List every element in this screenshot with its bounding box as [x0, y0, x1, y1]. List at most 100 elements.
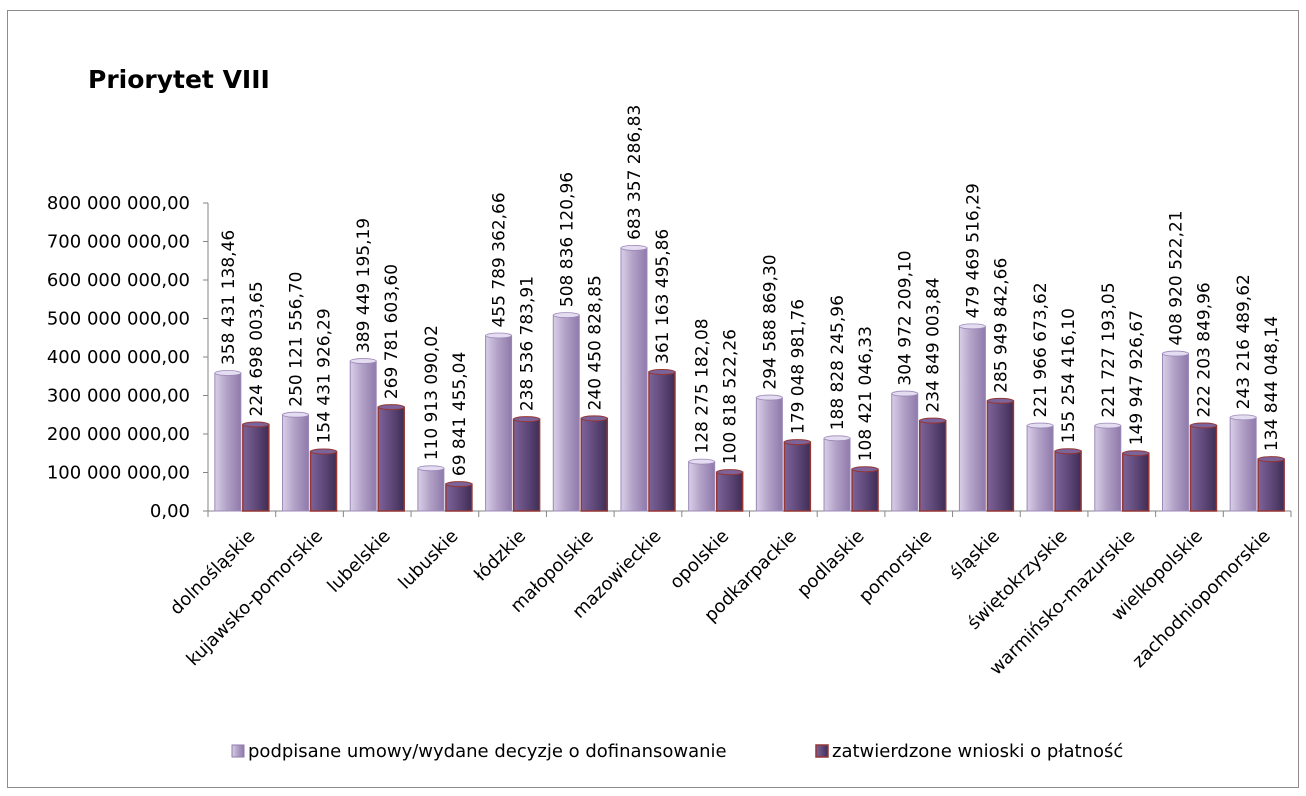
chart-frame: Priorytet VIII 0,00 100 000 000,00 200 000… — [7, 10, 1299, 788]
bar-top-series-2 — [1257, 456, 1285, 463]
bar-top-series-1 — [620, 245, 648, 251]
bar-top-series-2 — [377, 404, 405, 411]
bar-series-1 — [891, 393, 919, 512]
bar-top-series-1 — [417, 465, 445, 472]
y-tick-label: 800 000 000,00 — [47, 193, 190, 214]
bar-top-series-2 — [310, 448, 338, 455]
bar-top-series-2 — [513, 416, 541, 423]
data-label-series-1: 358 431 138,46 — [219, 230, 239, 365]
bar-series-2 — [1054, 450, 1082, 512]
bar-series-1 — [417, 467, 445, 512]
bar-top-series-2 — [851, 466, 879, 473]
bar-series-1 — [1229, 416, 1257, 512]
bar-top-series-1 — [688, 458, 716, 465]
y-tick-label: 300 000 000,00 — [47, 386, 190, 407]
data-label-series-2: 285 949 842,66 — [991, 258, 1011, 393]
y-tick-label: 600 000 000,00 — [47, 270, 190, 291]
bar-series-2 — [445, 483, 473, 512]
bar-series-1 — [1026, 425, 1054, 512]
data-label-series-2: 134 844 048,14 — [1262, 316, 1282, 451]
bar-series-2 — [1189, 424, 1218, 512]
bar-top-series-1 — [1026, 422, 1054, 429]
bar-series-2 — [715, 471, 744, 512]
data-label-series-1: 683 357 286,83 — [625, 105, 645, 240]
data-label-series-1: 243 216 489,62 — [1234, 274, 1254, 409]
bar-top-series-2 — [580, 415, 608, 422]
y-tick-label: 700 000 000,00 — [47, 232, 190, 253]
data-label-series-1: 294 588 869,30 — [760, 254, 780, 389]
bar-top-series-2 — [919, 417, 947, 424]
x-tick-label: lubelskie — [323, 526, 394, 597]
x-tick-label: kujawsko-pomorskie — [183, 526, 327, 670]
bar-top-series-2 — [986, 397, 1014, 404]
bar-top-series-2 — [445, 481, 473, 488]
data-label-series-1: 221 727 193,05 — [1099, 282, 1119, 417]
data-label-series-1: 221 966 673,62 — [1031, 282, 1051, 417]
bar-top-series-2 — [783, 439, 811, 446]
data-label-series-2: 155 254 416,10 — [1059, 308, 1079, 443]
bar-top-series-1 — [552, 312, 580, 318]
data-label-series-1: 408 920 522,21 — [1166, 210, 1186, 345]
data-label-series-2: 361 163 495,86 — [653, 229, 673, 364]
y-tick-label: 500 000 000,00 — [47, 309, 190, 330]
bar-top-series-1 — [485, 332, 512, 339]
legend: podpisane umowy/wydane decyzje o dofinan… — [231, 741, 1123, 762]
bar-top-series-1 — [891, 390, 919, 397]
x-tick-label: śląskie — [946, 526, 1004, 584]
bar-series-1 — [1161, 353, 1189, 512]
bar-series-2 — [309, 450, 338, 512]
bar-top-series-1 — [755, 394, 783, 401]
data-label-series-2: 149 947 926,67 — [1127, 310, 1147, 445]
y-tick-label: 0,00 — [150, 501, 190, 522]
data-label-series-1: 479 469 516,29 — [963, 183, 983, 318]
bar-series-2 — [580, 417, 609, 512]
bar-series-1 — [282, 414, 310, 512]
legend-swatch-series-2 — [815, 744, 829, 758]
bar-series-2 — [1122, 452, 1150, 512]
legend-swatch-series-1 — [231, 744, 245, 758]
bar-top-series-2 — [1189, 422, 1217, 429]
data-label-series-1: 250 121 556,70 — [287, 272, 307, 407]
bar-series-2 — [918, 419, 947, 512]
bar-top-series-2 — [242, 421, 270, 428]
bar-top-series-1 — [282, 411, 309, 418]
x-tick-label: łódzkie — [470, 526, 530, 586]
bar-series-1 — [214, 372, 242, 512]
x-tick-label: opolskie — [666, 526, 733, 593]
data-label-series-2: 154 431 926,29 — [315, 308, 335, 443]
data-label-series-2: 69 841 455,04 — [450, 352, 470, 476]
y-tick-label: 100 000 000,00 — [47, 463, 190, 484]
data-labels: 358 431 138,46 224 698 003,65 250 121 556,… — [219, 105, 1282, 476]
bar-series-1 — [485, 335, 513, 512]
data-label-series-1: 110 913 090,02 — [422, 325, 442, 460]
bar-series-1 — [552, 314, 580, 512]
bar-series-1 — [958, 325, 986, 512]
data-label-series-2: 179 048 981,76 — [788, 299, 808, 434]
bar-top-series-2 — [716, 469, 744, 476]
bar-chart: Priorytet VIII 0,00 100 000 000,00 200 000… — [47, 65, 1292, 762]
data-label-series-2: 269 781 603,60 — [382, 264, 402, 399]
data-label-series-1: 304 972 209,10 — [896, 250, 916, 385]
x-tick-label: pomorskie — [855, 526, 937, 608]
data-label-series-2: 108 421 046,33 — [856, 326, 876, 461]
bar-top-series-1 — [349, 358, 377, 364]
bar-series-1 — [755, 397, 783, 512]
bar-series-2 — [512, 418, 541, 512]
data-label-series-2: 234 849 003,84 — [924, 277, 944, 412]
bar-series-2 — [783, 441, 812, 512]
bar-series-1 — [688, 461, 716, 512]
bar-series-2 — [851, 468, 879, 512]
bar-series-1 — [823, 437, 851, 512]
bar-series-1 — [620, 247, 648, 512]
chart-title: Priorytet VIII — [88, 65, 270, 94]
bar-top-series-1 — [1229, 414, 1257, 421]
x-tick-label: lubuskie — [394, 526, 462, 594]
data-label-series-1: 188 828 245,96 — [828, 295, 848, 430]
legend-label-series-1: podpisane umowy/wydane decyzje o dofinan… — [248, 741, 727, 762]
data-label-series-2: 238 536 783,91 — [518, 276, 538, 411]
bar-series-2 — [986, 400, 1015, 512]
bar-top-series-2 — [648, 368, 676, 375]
bar-series-2 — [648, 371, 676, 512]
bar-series-1 — [349, 360, 377, 512]
